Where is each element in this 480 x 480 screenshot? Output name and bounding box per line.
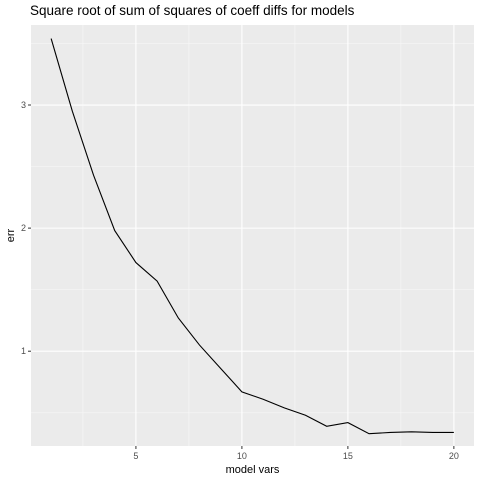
x-tick-label: 20: [449, 451, 459, 461]
x-tick-label: 5: [133, 451, 138, 461]
y-axis-ticks: 1 2 3: [21, 100, 31, 356]
series-line: [50, 38, 454, 435]
x-axis-label: model vars: [226, 464, 280, 476]
y-tick-label: 1: [21, 346, 26, 356]
y-axis-label: err: [5, 228, 17, 242]
x-tick-label: 10: [237, 451, 247, 461]
x-axis-ticks: 5 10 15 20: [133, 446, 459, 461]
minor-gridlines: [31, 25, 474, 446]
major-gridlines: [31, 25, 474, 446]
plot-panel: [31, 25, 474, 446]
x-tick-label: 15: [343, 451, 353, 461]
chart-title: Square root of sum of squares of coeff d…: [30, 3, 355, 18]
y-tick-label: 3: [21, 100, 26, 110]
y-tick-label: 2: [21, 223, 26, 233]
